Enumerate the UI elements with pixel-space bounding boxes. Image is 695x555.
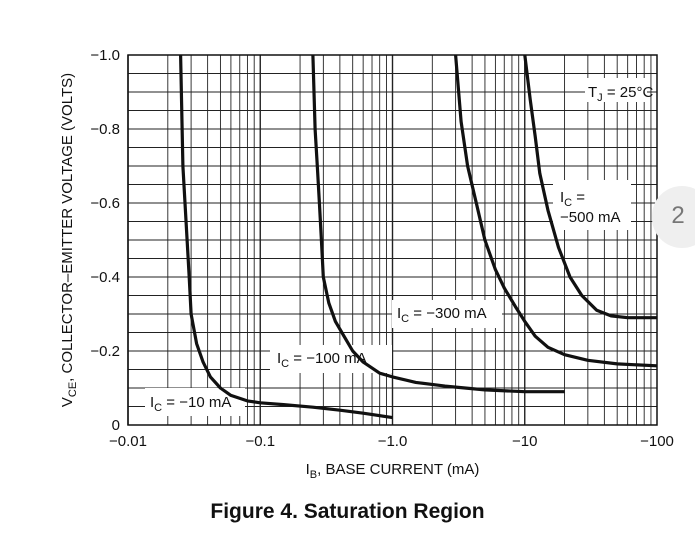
y-tick-label: 0 — [112, 417, 120, 434]
x-tick-label: −0.1 — [245, 433, 275, 450]
temperature-label: TJ = 25°C — [588, 84, 653, 104]
curve-label-2: IC = −100 mA — [277, 350, 367, 370]
curve-label-4: IC = −500 mA — [560, 189, 620, 226]
x-tick-label: −100 — [640, 433, 674, 450]
figure-caption: Figure 4. Saturation Region — [210, 500, 485, 523]
x-tick-label: −1.0 — [378, 433, 408, 450]
label-background — [392, 300, 502, 328]
labels: IC = −10 mA IC = −100 mA IC = −300 mA IC = −… — [150, 84, 653, 414]
ticks: −0.01 −0.1 −1.0 −10 −100 0 −0.2 −0.4 −0.6 −0.8 −1.… — [59, 47, 674, 481]
curve-1 — [179, 54, 393, 420]
curve-label-1: IC = −10 mA — [150, 394, 231, 414]
curve-2 — [311, 54, 565, 394]
saturation-chart: IC = −10 mA IC = −100 mA IC = −300 mA IC = −… — [59, 47, 674, 481]
curve-4 — [523, 54, 657, 320]
curve-label-3: IC = −300 mA — [397, 305, 487, 325]
y-tick-label: −0.4 — [90, 269, 120, 286]
plot-frame — [127, 54, 658, 426]
curves — [179, 54, 658, 420]
x-tick-label: −10 — [512, 433, 537, 450]
curve-3 — [454, 54, 658, 368]
label-background — [585, 78, 647, 102]
y-axis-title: VCE, COLLECTOR–EMITTER VOLTAGE (VOLTS) — [59, 73, 79, 407]
y-tick-label: −0.2 — [90, 343, 120, 360]
page-number-tab[interactable]: 2 — [652, 186, 695, 248]
y-tick-label: −0.8 — [90, 121, 120, 138]
y-tick-label: −1.0 — [90, 47, 120, 64]
x-axis-title: IB, BASE CURRENT (mA) — [306, 461, 480, 481]
y-tick-label: −0.6 — [90, 195, 120, 212]
label-background — [553, 180, 631, 230]
grid — [127, 55, 657, 425]
page-number-label: 2 — [671, 202, 685, 229]
x-tick-label: −0.01 — [109, 433, 147, 450]
